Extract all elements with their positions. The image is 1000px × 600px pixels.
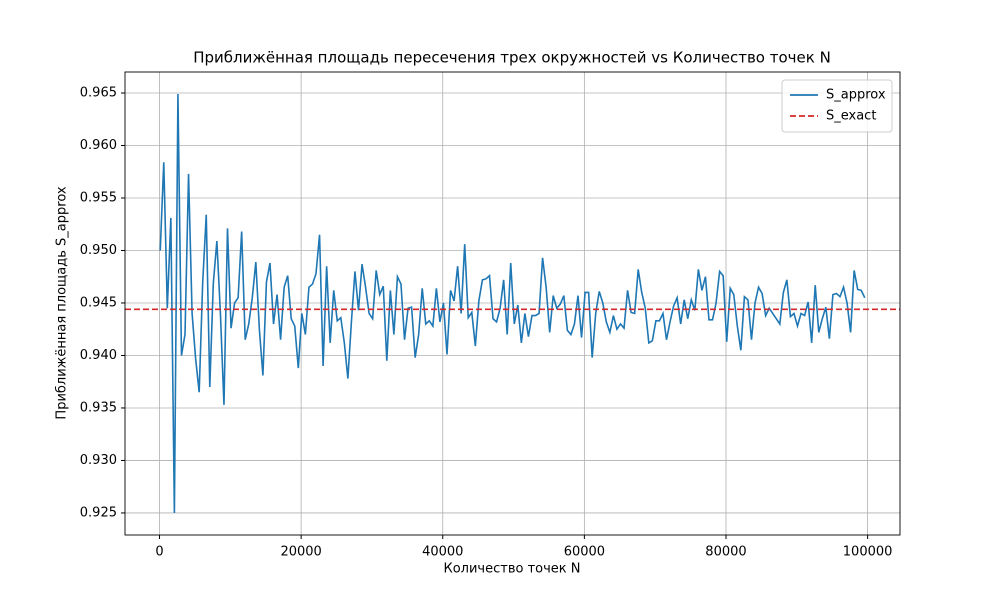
y-tick-label: 0.960: [80, 138, 117, 153]
y-axis-label: Приближённая площадь S_approx: [55, 186, 70, 419]
x-tick-label: 60000: [564, 545, 605, 560]
y-tick-label: 0.930: [80, 453, 117, 468]
y-tick-label: 0.955: [80, 190, 117, 205]
x-tick-label: 20000: [280, 545, 321, 560]
y-tick-label: 0.935: [80, 400, 117, 415]
y-tick-label: 0.950: [80, 243, 117, 258]
legend-label: S_approx: [826, 88, 886, 103]
y-tick-label: 0.945: [80, 295, 117, 310]
x-tick-label: 0: [155, 545, 163, 560]
chart-title: Приближённая площадь пересечения трех ок…: [193, 49, 831, 67]
legend-label: S_exact: [826, 109, 876, 124]
y-tick-label: 0.940: [80, 348, 117, 363]
y-tick-label: 0.965: [80, 85, 117, 100]
x-tick-label: 40000: [422, 545, 463, 560]
plot-frame: [124, 71, 901, 536]
legend-box: [781, 79, 893, 133]
x-tick-label: 100000: [843, 545, 893, 560]
y-tick-label: 0.925: [80, 505, 117, 520]
data-line: [159, 94, 866, 513]
x-tick-label: 80000: [705, 545, 746, 560]
x-axis-label: Количество точек N: [443, 562, 580, 577]
